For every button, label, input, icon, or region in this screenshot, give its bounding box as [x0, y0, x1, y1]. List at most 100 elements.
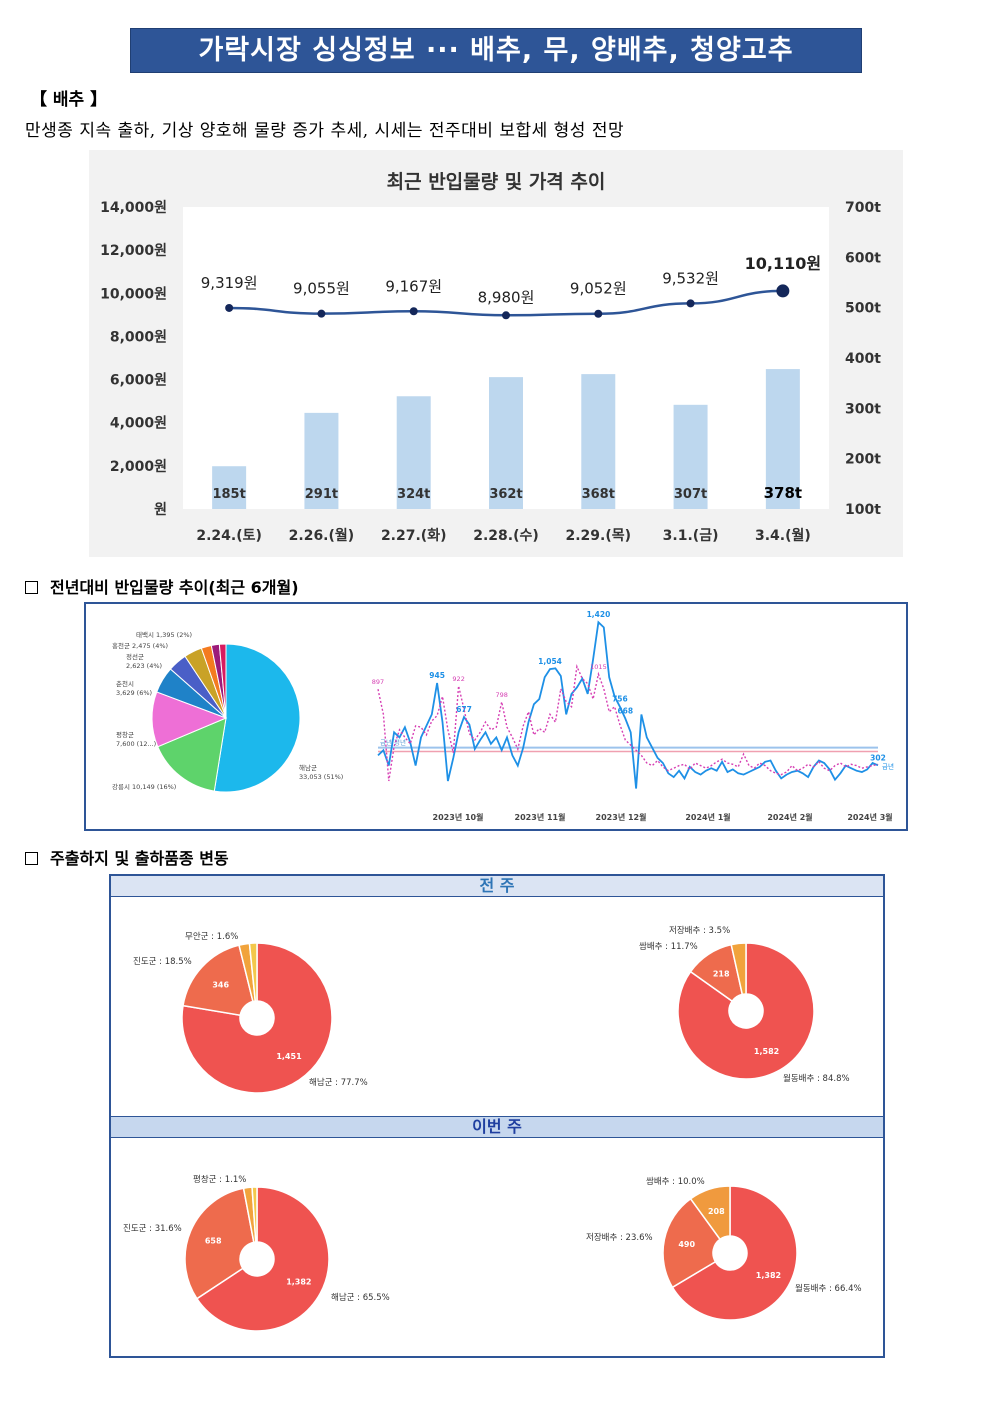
line-data-label: 756: [612, 695, 628, 704]
volume-label: 324t: [397, 487, 430, 502]
pie-slice-label: 해남군 33,053 (51%): [299, 763, 343, 781]
volume-bar: [396, 396, 431, 509]
donut-value-label: 1,382: [286, 1278, 311, 1287]
left-axis-tick: 원: [154, 502, 167, 518]
line-data-label: 945: [429, 671, 445, 680]
volume-label: 185t: [212, 487, 245, 502]
donut-share-label: 쌈배추 : 11.7%: [639, 941, 698, 952]
price-point: [317, 309, 326, 318]
price-label: 9,167원: [385, 277, 442, 295]
price-point: [686, 299, 695, 308]
x-axis-tick: 2024년 2월: [767, 812, 812, 822]
volume-label: 291t: [305, 487, 338, 502]
section-tag: 【 배추 】: [30, 90, 108, 110]
left-axis-tick: 10,000원: [100, 286, 167, 302]
donut-share-label: 쌈배추 : 10.0%: [646, 1176, 705, 1187]
price-point: [225, 303, 234, 312]
donut-share-label: 진도군 : 31.6%: [123, 1223, 182, 1234]
donut-share-label: 해남군 : 65.5%: [331, 1293, 390, 1303]
price-label: 10,110원: [745, 254, 821, 273]
donut-slice: [251, 1186, 258, 1243]
donut-slice: [182, 944, 254, 1017]
volume-bar: [304, 412, 339, 509]
right-axis-tick: 700t: [845, 200, 881, 216]
x-axis-tick: 2023년 10월: [433, 812, 484, 822]
line-data-label: 798: [495, 691, 507, 699]
trend-heading: 전년대비 반입물량 추이(최근 6개월): [25, 574, 299, 598]
donut-charts: 1,451 해남군 : 77.7% 346 진도군 : 18.5% 무안군 : 1.6%…: [123, 925, 862, 1332]
donut-value-label: 1,451: [276, 1052, 302, 1061]
this-year-line: [377, 620, 879, 789]
pie-slice-label: 평창군 7,600 (12...): [116, 730, 156, 748]
donut-slice: [671, 1185, 798, 1321]
volume-label: 378t: [764, 484, 802, 502]
price-point: [776, 284, 790, 298]
volume-bar: [673, 404, 708, 509]
donut-slice: [248, 942, 258, 1002]
donut-share-label: 월동배추 : 84.8%: [783, 1073, 850, 1084]
donut-share-label: 무안군 : 1.6%: [185, 931, 238, 942]
donut-value-label: 490: [678, 1240, 695, 1249]
checkbox-icon: [25, 852, 38, 865]
category-label: 3.4.(월): [755, 527, 811, 544]
origin-pie-chart: 해남군 33,053 (51%) 강릉시 10,149 (16%) 평창군 7,600 …: [112, 630, 343, 793]
price-label: 9,055원: [293, 280, 350, 298]
volume-bar: [212, 466, 247, 509]
volume-label: 307t: [674, 487, 707, 502]
trend-panel: 해남군 33,053 (51%) 강릉시 10,149 (16%) 평창군 7,600 …: [84, 602, 908, 831]
pie-slice-label: 강릉시 10,149 (16%): [112, 782, 176, 791]
donut-slice: [184, 1187, 255, 1300]
donut-slice: [181, 942, 333, 1094]
category-label: 2.24.(토): [196, 528, 262, 544]
category-label: 2.27.(화): [381, 528, 447, 544]
category-label: 2.28.(수): [473, 528, 539, 544]
series-legend-label: 금년: [882, 761, 894, 770]
x-axis-tick: 2023년 11월: [515, 812, 566, 822]
right-axis-tick: 500t: [845, 301, 881, 317]
left-axis-tick: 6,000원: [110, 373, 167, 389]
right-axis-tick: 600t: [845, 250, 881, 266]
volume-bar: [489, 377, 523, 509]
donut-slice: [730, 942, 747, 996]
prev-week-band: 전 주: [111, 876, 883, 897]
donut-slice: [195, 1186, 330, 1332]
page-title-banner: 가락시장 싱싱정보 ··· 배추, 무, 양배추, 청양고추: [131, 29, 861, 72]
pie-slice-label: 태백시 1,395 (2%): [136, 630, 192, 639]
donut-slice: [677, 942, 815, 1080]
line-data-label: 1,054: [538, 657, 562, 666]
category-label: 3.1.(금): [663, 528, 719, 544]
pie-slice: [157, 717, 227, 792]
pie-slice-label: 춘천시 3,629 (6%): [116, 679, 152, 697]
price-label: 9,052원: [570, 280, 627, 298]
price-label: 9,319원: [201, 274, 258, 292]
summary-text: 만생종 지속 출하, 기상 양호해 물량 증가 추세, 시세는 전주대비 보합세…: [25, 121, 625, 141]
line-data-label: 677: [456, 705, 472, 714]
line-data-label: 1015: [590, 663, 607, 671]
line-data-label: 897: [372, 678, 384, 686]
donut-value-label: 658: [205, 1237, 222, 1246]
trend-heading-text: 전년대비 반입물량 추이(최근 6개월): [50, 578, 299, 597]
volume-label: 362t: [489, 487, 522, 502]
share-heading-text: 주출하지 및 출하품종 변동: [50, 849, 229, 868]
checkbox-icon: [25, 581, 38, 594]
donut-value-label: 218: [713, 970, 730, 979]
volume-price-chart: 최근 반입물량 및 가격 추이 원 2,000원 4,000원 6,000원 8,000…: [89, 150, 903, 557]
left-axis-tick: 4,000원: [110, 416, 167, 432]
right-axis-tick: 200t: [845, 452, 881, 468]
donut-value-label: 1,382: [756, 1271, 781, 1280]
left-axis-tick: 8,000원: [110, 329, 167, 345]
volume-label: 368t: [582, 487, 615, 502]
donut-share-label: 진도군 : 18.5%: [133, 956, 192, 967]
line-data-label: 922: [452, 675, 464, 683]
share-heading: 주출하지 및 출하품종 변동: [25, 845, 229, 869]
last-year-line: [377, 663, 879, 782]
donut-value-label: 208: [708, 1207, 725, 1216]
left-axis-tick: 2,000원: [110, 459, 167, 475]
pie-slice-label: 홍천군 2,475 (4%): [112, 641, 168, 650]
left-axis-tick: 14,000원: [100, 200, 167, 216]
right-axis-tick: 300t: [845, 401, 881, 417]
line-data-label: 1,420: [587, 610, 611, 619]
donut-share-label: 월동배추 : 66.4%: [795, 1283, 862, 1294]
right-axis-tick: 100t: [845, 502, 881, 518]
donut-share-label: 평창군 : 1.1%: [193, 1174, 246, 1185]
